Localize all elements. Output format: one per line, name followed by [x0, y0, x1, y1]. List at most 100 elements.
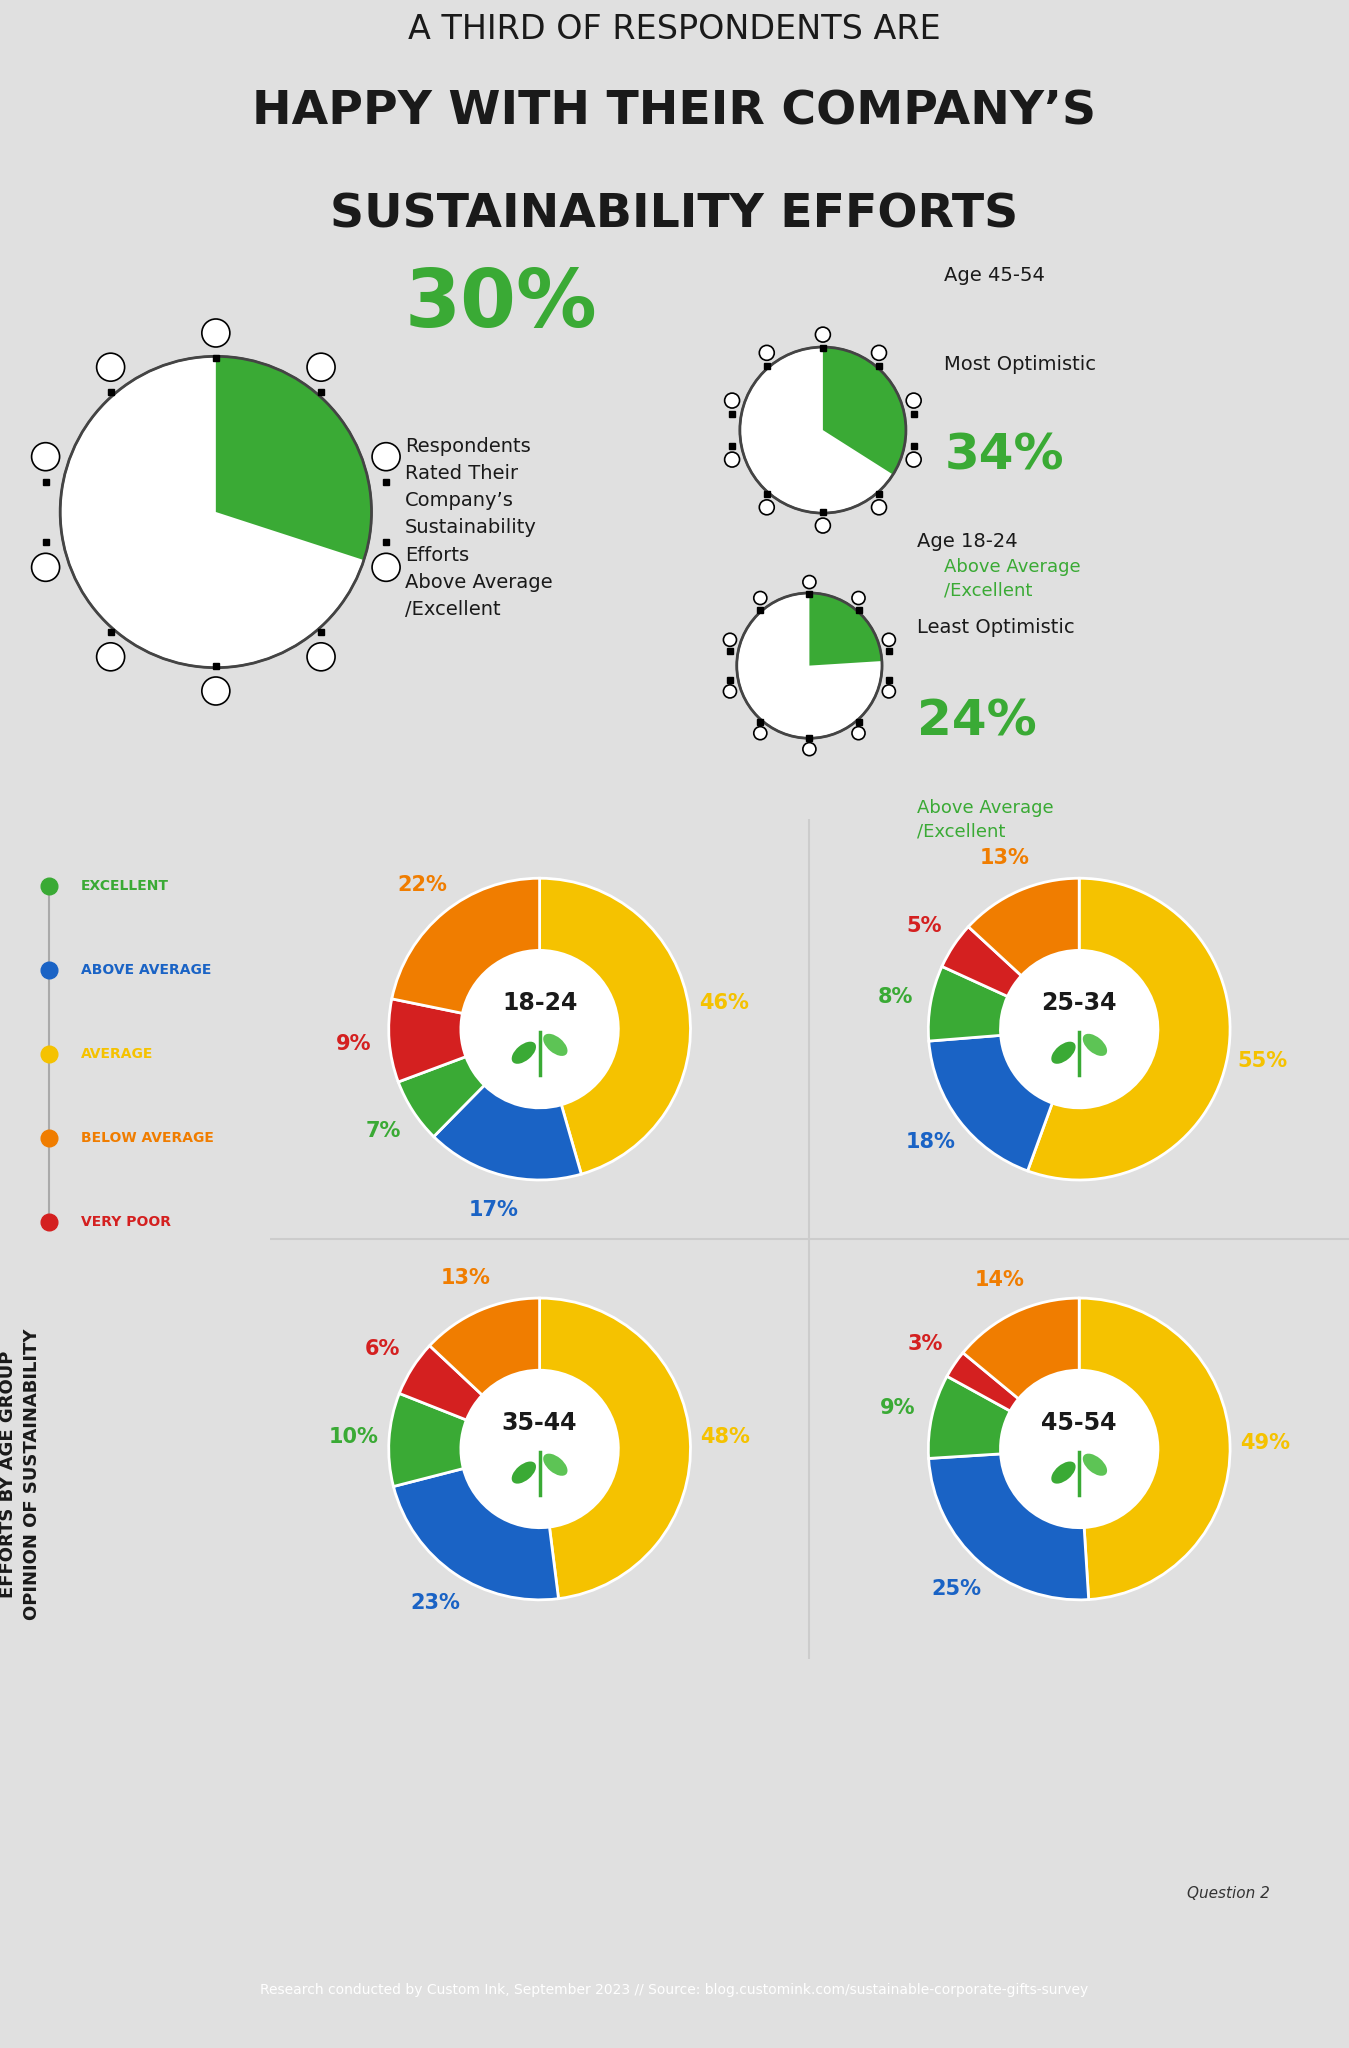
Text: ABOVE AVERAGE: ABOVE AVERAGE	[81, 963, 212, 977]
Circle shape	[723, 684, 737, 698]
Text: AVERAGE: AVERAGE	[81, 1047, 154, 1061]
Circle shape	[723, 633, 737, 647]
Circle shape	[1001, 1370, 1157, 1528]
Text: 45-54: 45-54	[1041, 1411, 1117, 1436]
Text: 6%: 6%	[364, 1339, 401, 1360]
Wedge shape	[540, 879, 691, 1174]
Wedge shape	[823, 346, 907, 475]
Text: 30%: 30%	[405, 266, 598, 344]
Wedge shape	[947, 1354, 1018, 1411]
Wedge shape	[929, 1036, 1052, 1171]
Circle shape	[739, 346, 907, 514]
Circle shape	[372, 442, 401, 471]
Text: EXCELLENT: EXCELLENT	[81, 879, 169, 893]
Circle shape	[882, 633, 896, 647]
Circle shape	[803, 575, 816, 588]
Circle shape	[308, 643, 335, 672]
Circle shape	[97, 643, 124, 672]
Circle shape	[31, 553, 59, 582]
Circle shape	[907, 453, 921, 467]
Text: OPINION OF SUSTAINABILITY: OPINION OF SUSTAINABILITY	[23, 1329, 42, 1620]
Wedge shape	[216, 356, 371, 559]
Circle shape	[871, 500, 886, 514]
Text: 14%: 14%	[975, 1270, 1025, 1290]
Circle shape	[871, 346, 886, 360]
Wedge shape	[969, 879, 1079, 975]
Text: 9%: 9%	[336, 1034, 371, 1053]
Circle shape	[853, 727, 865, 739]
Circle shape	[803, 743, 816, 756]
Wedge shape	[942, 928, 1021, 997]
Text: 46%: 46%	[699, 993, 749, 1014]
Circle shape	[372, 553, 401, 582]
Wedge shape	[399, 1346, 482, 1419]
Wedge shape	[394, 1468, 558, 1599]
Wedge shape	[928, 967, 1008, 1040]
Circle shape	[882, 684, 896, 698]
Text: 22%: 22%	[397, 874, 447, 895]
Wedge shape	[963, 1298, 1079, 1399]
Wedge shape	[429, 1298, 540, 1395]
Wedge shape	[1028, 879, 1230, 1180]
Wedge shape	[398, 1057, 484, 1137]
Text: 17%: 17%	[469, 1200, 518, 1221]
Text: 13%: 13%	[441, 1268, 491, 1288]
Wedge shape	[434, 1085, 581, 1180]
Text: 18-24: 18-24	[502, 991, 577, 1016]
Text: 8%: 8%	[878, 987, 913, 1008]
Wedge shape	[389, 999, 465, 1081]
Ellipse shape	[1051, 1462, 1075, 1483]
Text: Above Average
/Excellent: Above Average /Excellent	[944, 559, 1081, 600]
Circle shape	[737, 594, 882, 737]
Wedge shape	[928, 1376, 1010, 1458]
Ellipse shape	[1083, 1034, 1108, 1057]
Circle shape	[724, 393, 739, 408]
Circle shape	[97, 352, 124, 381]
Wedge shape	[1079, 1298, 1230, 1599]
Circle shape	[759, 346, 774, 360]
Text: Least Optimistic: Least Optimistic	[917, 618, 1075, 637]
Text: 24%: 24%	[917, 698, 1037, 745]
Circle shape	[61, 356, 371, 668]
Text: 35-44: 35-44	[502, 1411, 577, 1436]
Text: 25-34: 25-34	[1041, 991, 1117, 1016]
Text: 25%: 25%	[931, 1579, 981, 1599]
Text: 3%: 3%	[908, 1333, 943, 1354]
Circle shape	[202, 319, 229, 346]
Text: 18%: 18%	[907, 1133, 956, 1151]
Text: EFFORTS BY AGE GROUP: EFFORTS BY AGE GROUP	[0, 1350, 18, 1597]
Text: Above Average
/Excellent: Above Average /Excellent	[917, 799, 1054, 840]
Text: Most Optimistic: Most Optimistic	[944, 354, 1097, 375]
Circle shape	[1001, 950, 1157, 1108]
Circle shape	[202, 678, 229, 705]
Ellipse shape	[1051, 1042, 1075, 1063]
Wedge shape	[540, 1298, 691, 1599]
Circle shape	[754, 592, 766, 604]
Circle shape	[31, 442, 59, 471]
Circle shape	[815, 328, 831, 342]
Ellipse shape	[511, 1462, 536, 1483]
Circle shape	[308, 352, 335, 381]
Wedge shape	[809, 594, 882, 666]
Circle shape	[907, 393, 921, 408]
Text: Age 18-24: Age 18-24	[917, 532, 1018, 551]
Text: 34%: 34%	[944, 432, 1064, 479]
Ellipse shape	[544, 1454, 568, 1477]
Text: A THIRD OF RESPONDENTS ARE: A THIRD OF RESPONDENTS ARE	[409, 12, 940, 45]
Wedge shape	[928, 1454, 1089, 1599]
Text: Question 2: Question 2	[1187, 1886, 1269, 1901]
Text: VERY POOR: VERY POOR	[81, 1214, 171, 1229]
Text: 48%: 48%	[700, 1427, 750, 1448]
Wedge shape	[391, 879, 540, 1014]
Ellipse shape	[544, 1034, 568, 1057]
Text: BELOW AVERAGE: BELOW AVERAGE	[81, 1130, 213, 1145]
Circle shape	[815, 518, 831, 532]
Text: 7%: 7%	[366, 1120, 401, 1141]
Text: 49%: 49%	[1241, 1434, 1291, 1454]
Text: Respondents
Rated Their
Company’s
Sustainability
Efforts
Above Average
/Excellen: Respondents Rated Their Company’s Sustai…	[405, 436, 552, 618]
Text: HAPPY WITH THEIR COMPANY’S: HAPPY WITH THEIR COMPANY’S	[252, 90, 1097, 135]
Text: Research conducted by Custom Ink, September 2023 // Source: blog.customink.com/s: Research conducted by Custom Ink, Septem…	[260, 1982, 1089, 1997]
Circle shape	[853, 592, 865, 604]
Circle shape	[754, 727, 766, 739]
Text: SUSTAINABILITY EFFORTS: SUSTAINABILITY EFFORTS	[331, 193, 1018, 238]
